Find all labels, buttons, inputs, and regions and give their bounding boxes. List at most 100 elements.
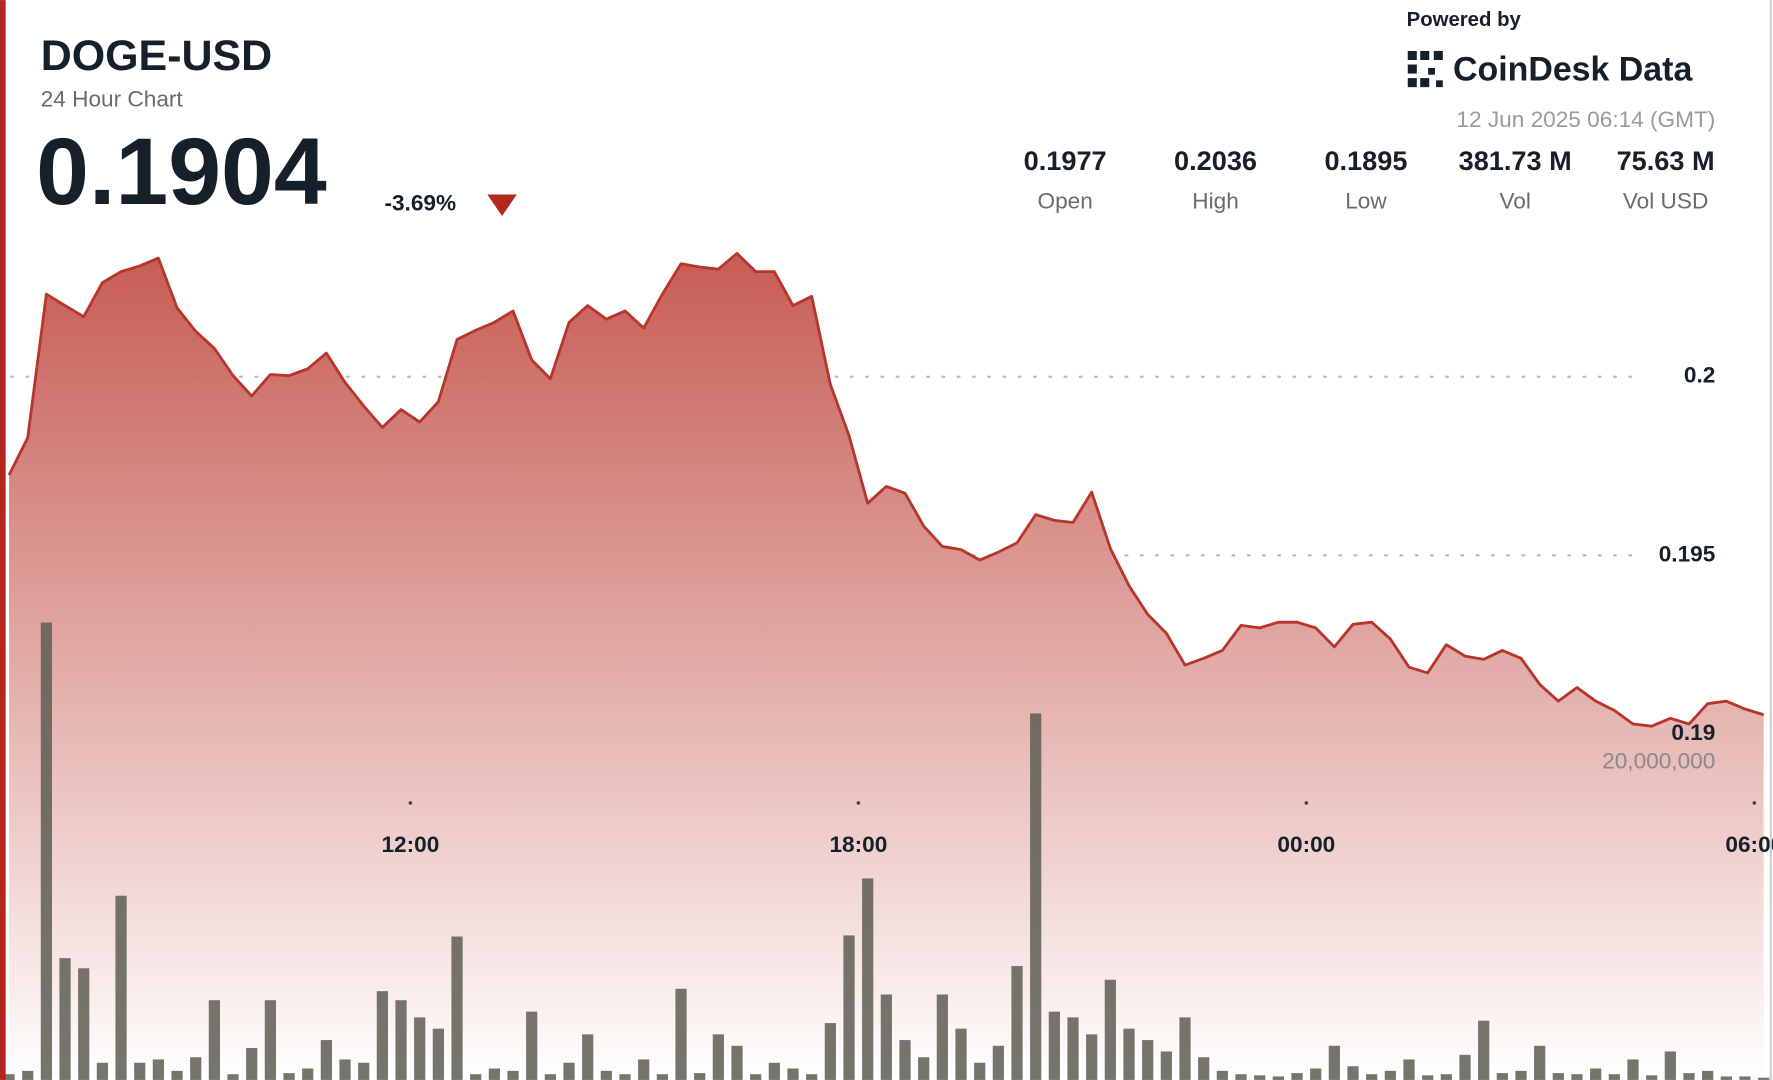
volume-bar xyxy=(264,1000,276,1080)
stat-value: 0.1977 xyxy=(1024,145,1107,176)
volume-bars xyxy=(3,622,1770,1080)
volume-bar xyxy=(1627,1059,1639,1080)
volume-bar xyxy=(712,1034,724,1080)
volume-bar xyxy=(1142,1040,1154,1080)
brand-logo xyxy=(1407,50,1443,88)
volume-bar xyxy=(526,1011,538,1080)
volume-bar xyxy=(1067,1017,1079,1080)
volume-bar xyxy=(507,1070,519,1080)
volume-bar xyxy=(1048,1011,1060,1080)
stat-label: Open xyxy=(1038,188,1093,213)
y-tick-label: 0.195 xyxy=(1659,541,1716,566)
volume-bar xyxy=(1235,1074,1247,1080)
left-accent xyxy=(0,0,6,1080)
x-tick-label: 18:00 xyxy=(829,832,887,857)
volume-bar xyxy=(1440,1074,1452,1080)
volume-bar xyxy=(302,1068,314,1080)
volume-bar xyxy=(638,1059,650,1080)
volume-bar xyxy=(1160,1051,1172,1080)
volume-bar xyxy=(1720,1076,1732,1080)
volume-bar xyxy=(1328,1045,1340,1080)
volume-bar xyxy=(320,1040,332,1080)
x-tick-mark xyxy=(1752,801,1757,805)
volume-bar xyxy=(152,1059,164,1080)
volume-bar xyxy=(936,994,948,1080)
volume-bar xyxy=(1272,1076,1284,1080)
volume-bar xyxy=(339,1059,351,1080)
volume-bar xyxy=(1403,1059,1415,1080)
volume-bar xyxy=(246,1048,258,1080)
volume-bar xyxy=(731,1045,743,1080)
volume-bar xyxy=(918,1057,930,1080)
symbol-title: DOGE-USD xyxy=(41,32,272,80)
volume-bar xyxy=(750,1074,762,1080)
current-price: 0.1904 xyxy=(36,119,327,225)
stat-value: 0.1895 xyxy=(1324,145,1407,176)
volume-bar xyxy=(1646,1075,1658,1080)
volume-bar xyxy=(1758,1077,1770,1080)
volume-bar xyxy=(1086,1034,1098,1080)
volume-bar xyxy=(1683,1073,1695,1080)
area-layer xyxy=(9,253,1764,1080)
volume-bar xyxy=(78,968,90,1080)
volume-bar xyxy=(563,1062,575,1080)
volume-bar xyxy=(600,1070,612,1080)
volume-bar xyxy=(1459,1054,1471,1080)
volume-bar xyxy=(787,1068,799,1080)
x-tick-mark xyxy=(408,801,413,805)
volume-bar xyxy=(862,878,874,1080)
volume-bar xyxy=(395,1000,407,1080)
volume-bar xyxy=(843,935,855,1080)
brand-name: CoinDesk Data xyxy=(1453,50,1693,88)
volume-bar xyxy=(40,622,52,1080)
volume-bar xyxy=(992,1045,1004,1080)
volume-bar xyxy=(1198,1057,1210,1080)
volume-bar xyxy=(59,958,71,1080)
volume-bar xyxy=(227,1074,239,1080)
x-tick-label: 00:00 xyxy=(1277,832,1335,857)
stat-value: 0.2036 xyxy=(1174,145,1257,176)
volume-bar xyxy=(1571,1074,1583,1080)
volume-bar xyxy=(544,1074,556,1080)
x-tick-mark xyxy=(1304,801,1309,805)
volume-bar xyxy=(470,1074,482,1080)
price-area xyxy=(9,253,1764,1080)
volume-bar xyxy=(451,936,463,1080)
stat-label: Low xyxy=(1345,188,1387,213)
volume-bar xyxy=(694,1073,706,1080)
volume-bar xyxy=(171,1070,183,1080)
volume-bar xyxy=(1291,1073,1303,1080)
line-layer xyxy=(7,252,1765,728)
volume-bar xyxy=(1254,1075,1266,1080)
y2-tick-label: 20,000,000 xyxy=(1602,748,1715,773)
volume-bar xyxy=(619,1074,631,1080)
x-tick-label: 06:00 xyxy=(1725,832,1773,857)
volume-bar xyxy=(806,1074,818,1080)
volume-bar xyxy=(974,1062,986,1080)
subtitle: 24 Hour Chart xyxy=(41,87,184,112)
volume-bar xyxy=(1664,1051,1676,1080)
volume-bar xyxy=(899,1040,911,1080)
volume-bar xyxy=(1496,1073,1508,1080)
volume-bar xyxy=(880,994,892,1080)
stat-label: High xyxy=(1192,188,1239,213)
down-arrow xyxy=(487,194,517,217)
stats: 0.1977 Open 0.2036 High 0.1895 Low 381.73 M Vol… xyxy=(1024,145,1715,213)
volume-bar xyxy=(1216,1070,1228,1080)
volume-bar xyxy=(1384,1070,1396,1080)
stat-value: 75.63 M xyxy=(1617,145,1715,176)
volume-bar xyxy=(1552,1073,1564,1080)
volume-bar xyxy=(1478,1020,1490,1080)
volume-bar xyxy=(1590,1068,1602,1080)
volume-bar xyxy=(675,988,687,1080)
volume-bar xyxy=(768,1062,780,1080)
volume-bar xyxy=(1534,1045,1546,1080)
volume-bar xyxy=(3,1074,15,1080)
volume-bar xyxy=(208,1000,220,1080)
volume-bar xyxy=(955,1028,967,1080)
volume-bar xyxy=(1123,1028,1135,1080)
volume-bar xyxy=(656,1074,668,1080)
volume-bar xyxy=(1347,1066,1359,1080)
